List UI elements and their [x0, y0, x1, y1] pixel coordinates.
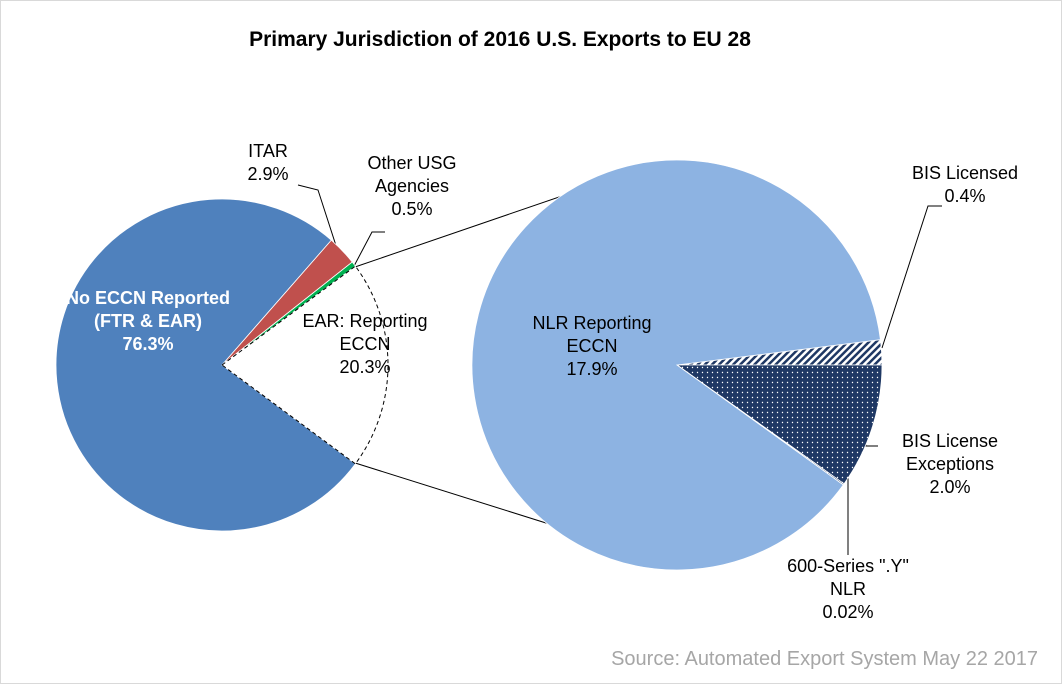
value-label: 2.9% — [247, 164, 289, 184]
slice-label: BIS Licensed 0.4% — [885, 162, 1045, 208]
category-label: ITAR — [248, 141, 288, 161]
slice-label: No ECCN Reported (FTR & EAR) 76.3% — [63, 287, 233, 356]
leader-line — [297, 184, 341, 259]
source-note: Source: Automated Export System May 22 2… — [611, 648, 1038, 670]
category-label: No ECCN Reported (FTR & EAR) — [65, 288, 230, 331]
chart-title: Primary Jurisdiction of 2016 U.S. Export… — [249, 28, 751, 51]
pie-slice — [675, 364, 883, 485]
slice-label: BIS License Exceptions 2.0% — [875, 430, 1025, 499]
pie-slice — [55, 198, 356, 532]
value-label: 0.5% — [391, 199, 433, 219]
slice-label: ITAR 2.9% — [228, 140, 308, 186]
leader-line — [881, 205, 942, 349]
value-label: 20.3% — [339, 357, 391, 377]
value-label: 0.4% — [944, 186, 986, 206]
category-label: BIS Licensed — [911, 163, 1019, 183]
category-label: EAR: Reporting ECCN — [302, 311, 428, 354]
slice-label: EAR: Reporting ECCN 20.3% — [290, 310, 440, 379]
category-label: NLR Reporting ECCN — [532, 313, 652, 356]
pie-slice — [221, 261, 356, 366]
slice-label: Other USG Agencies 0.5% — [357, 152, 467, 221]
slice-label: NLR Reporting ECCN 17.9% — [512, 312, 672, 381]
value-label: 76.3% — [122, 334, 174, 354]
value-label: 0.02% — [822, 602, 874, 622]
category-label: Other USG Agencies — [367, 153, 457, 196]
category-label: 600-Series ".Y" NLR — [787, 556, 909, 599]
leader-line — [352, 231, 385, 269]
pie-slice — [471, 159, 881, 571]
value-label: 17.9% — [566, 359, 618, 379]
value-label: 2.0% — [929, 477, 971, 497]
category-label: BIS License Exceptions — [901, 431, 999, 474]
pie-slice — [221, 265, 389, 465]
slice-label: 600-Series ".Y" NLR 0.02% — [768, 555, 928, 624]
